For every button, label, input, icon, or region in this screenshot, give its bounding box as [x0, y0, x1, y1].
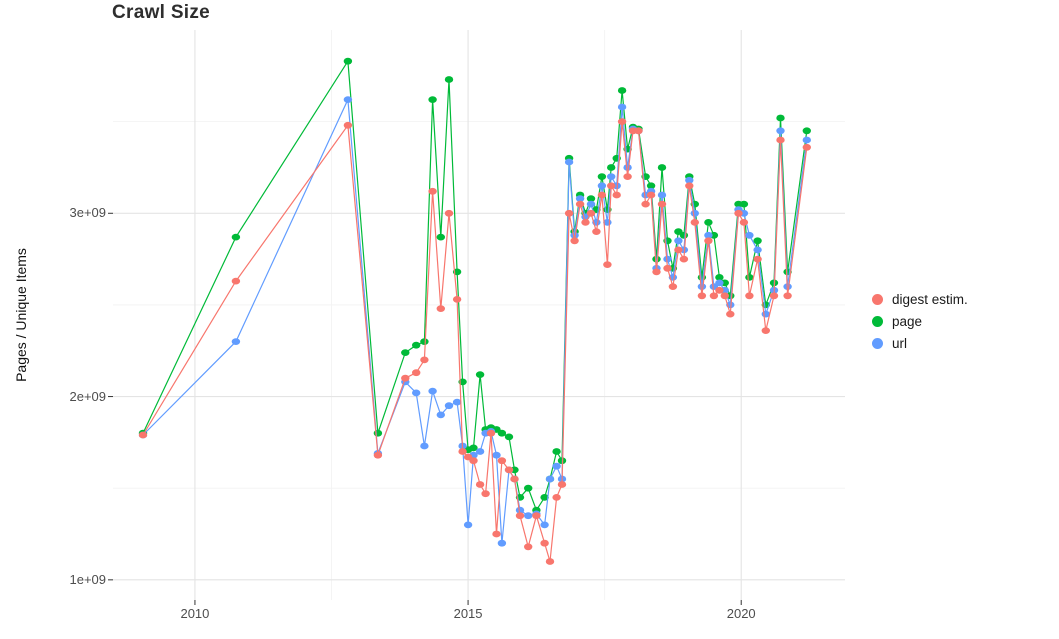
y-tick-label-3e09: 3e+09 — [69, 205, 106, 221]
url-series-dot-icon — [872, 337, 883, 349]
x-tick-label-2015: 2015 — [453, 606, 483, 621]
legend-item-digest: digest estim. — [872, 288, 968, 310]
y-axis-label: Pages / Unique Items — [13, 248, 29, 382]
legend-label-digest: digest estim. — [892, 291, 968, 307]
legend-item-url: url — [872, 332, 968, 354]
page-series-dot-icon — [872, 315, 883, 327]
x-tick-label-2020: 2020 — [726, 606, 756, 621]
x-tick-label-2010: 2010 — [180, 606, 210, 621]
legend-item-page: page — [872, 310, 968, 332]
legend-label-page: page — [892, 313, 923, 329]
y-tick-label-2e09: 2e+09 — [69, 388, 106, 404]
legend-label-url: url — [892, 335, 908, 351]
digest-series-dot-icon — [872, 293, 883, 305]
legend: digest estim. page url — [872, 288, 968, 354]
y-tick-label-1e09: 1e+09 — [69, 571, 106, 587]
chart-title: Crawl Size — [112, 2, 211, 23]
